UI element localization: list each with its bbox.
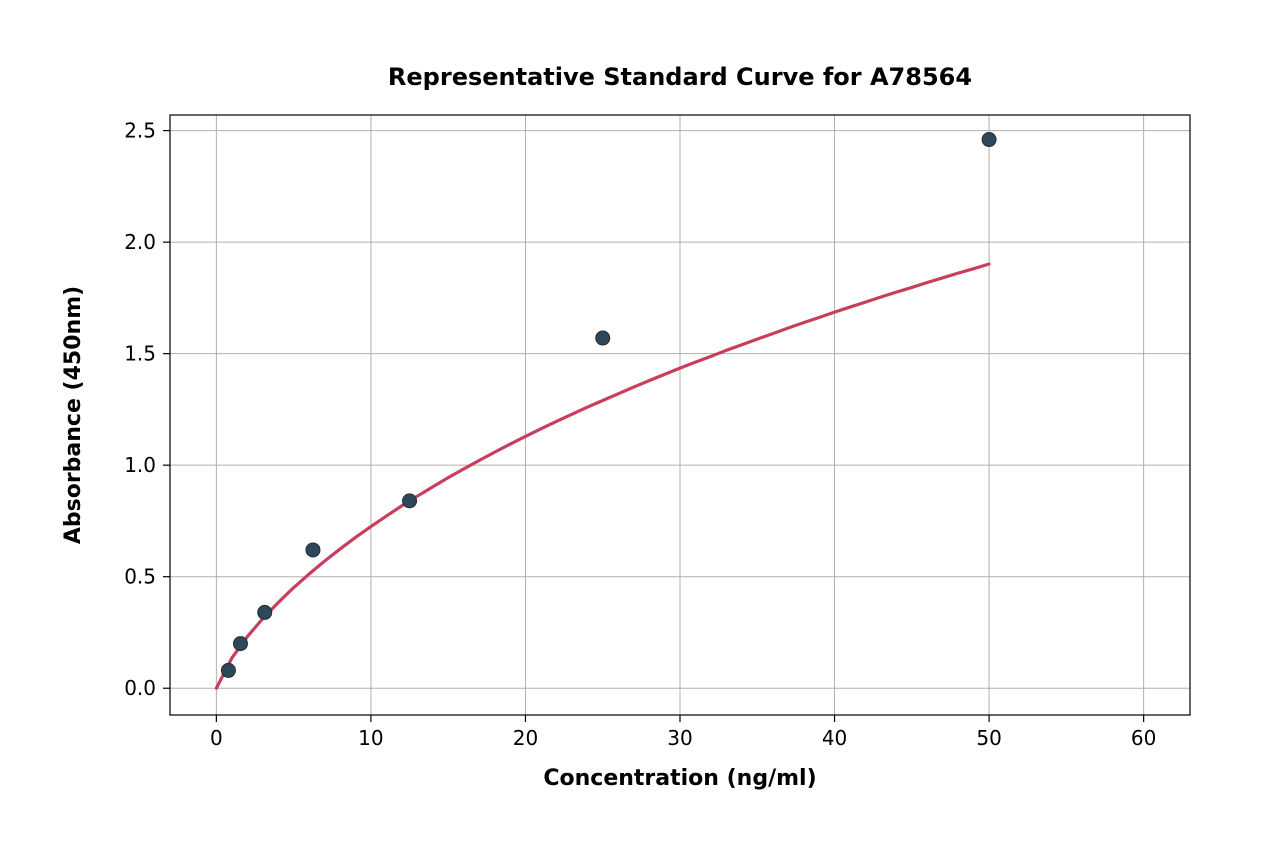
chart-container: 0 10 20 30 40 50 60 0.0 0.5 1.0 1.5 2.0 2.5 Represen… bbox=[0, 0, 1280, 845]
x-tick-label: 20 bbox=[513, 726, 538, 750]
fit-curve bbox=[216, 264, 989, 688]
x-tick-label: 60 bbox=[1131, 726, 1156, 750]
y-axis-label: Absorbance (450nm) bbox=[61, 286, 86, 544]
x-axis-label: Concentration (ng/ml) bbox=[543, 766, 816, 791]
y-tick-label: 2.5 bbox=[124, 119, 156, 143]
y-tick-label: 1.0 bbox=[124, 453, 156, 477]
x-tick-label: 30 bbox=[667, 726, 692, 750]
data-point bbox=[258, 605, 272, 619]
x-tick-label: 0 bbox=[210, 726, 223, 750]
data-point bbox=[233, 637, 247, 651]
data-point bbox=[596, 331, 610, 345]
data-point bbox=[221, 663, 235, 677]
x-tick-label: 10 bbox=[358, 726, 383, 750]
chart-title: Representative Standard Curve for A78564 bbox=[388, 63, 972, 91]
x-tick-label: 50 bbox=[976, 726, 1001, 750]
y-tick-label: 2.0 bbox=[124, 230, 156, 254]
y-tick-label: 1.5 bbox=[124, 342, 156, 366]
data-point bbox=[982, 133, 996, 147]
y-tick-label: 0.0 bbox=[124, 676, 156, 700]
x-tick-label: 40 bbox=[822, 726, 847, 750]
standard-curve-chart: 0 10 20 30 40 50 60 0.0 0.5 1.0 1.5 2.0 2.5 Represen… bbox=[0, 0, 1280, 845]
data-point bbox=[403, 494, 417, 508]
y-tick-label: 0.5 bbox=[124, 565, 156, 589]
data-point bbox=[306, 543, 320, 557]
